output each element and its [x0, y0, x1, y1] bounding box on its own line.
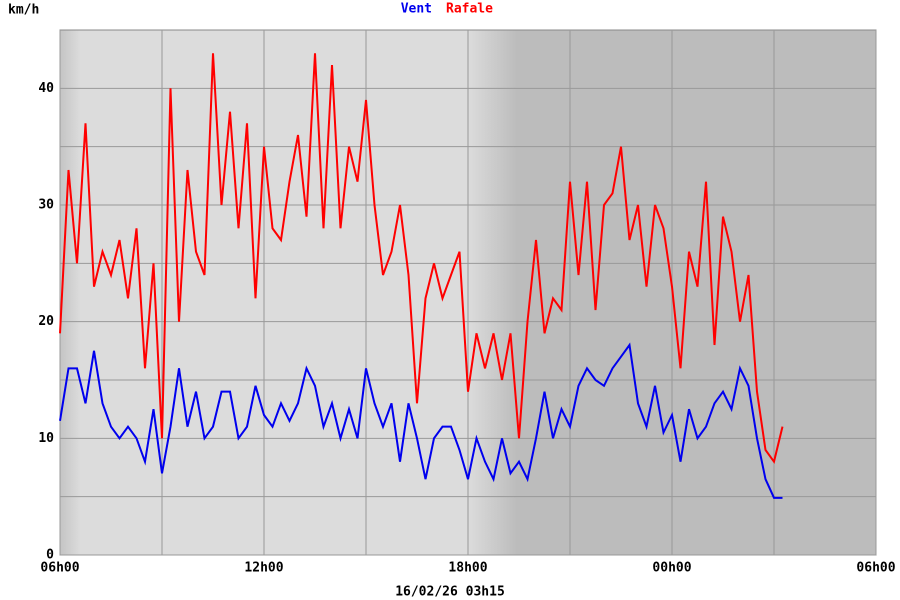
x-tick-label: 12h00: [244, 561, 283, 576]
legend-entry: Rafale: [446, 2, 493, 17]
y-tick-label: 40: [38, 81, 54, 96]
data-line: [59, 53, 784, 465]
y-tick-label: 30: [38, 198, 54, 213]
y-tick-label: 0: [46, 548, 54, 563]
grid: [59, 30, 877, 556]
x-tick-label: 06h00: [856, 561, 895, 576]
x-tick-label: 06h00: [40, 561, 79, 576]
y-tick-label: 10: [38, 431, 54, 446]
data-line: [59, 342, 783, 499]
legend-entry: Vent: [401, 2, 432, 17]
x-tick-label: 18h00: [448, 561, 487, 576]
x-tick-label: 00h00: [652, 561, 691, 576]
lines: [59, 53, 784, 499]
footer-date: 16/02/26 03h15: [395, 585, 505, 600]
y-axis-label: km/h: [8, 3, 39, 18]
y-tick-label: 20: [38, 314, 54, 329]
